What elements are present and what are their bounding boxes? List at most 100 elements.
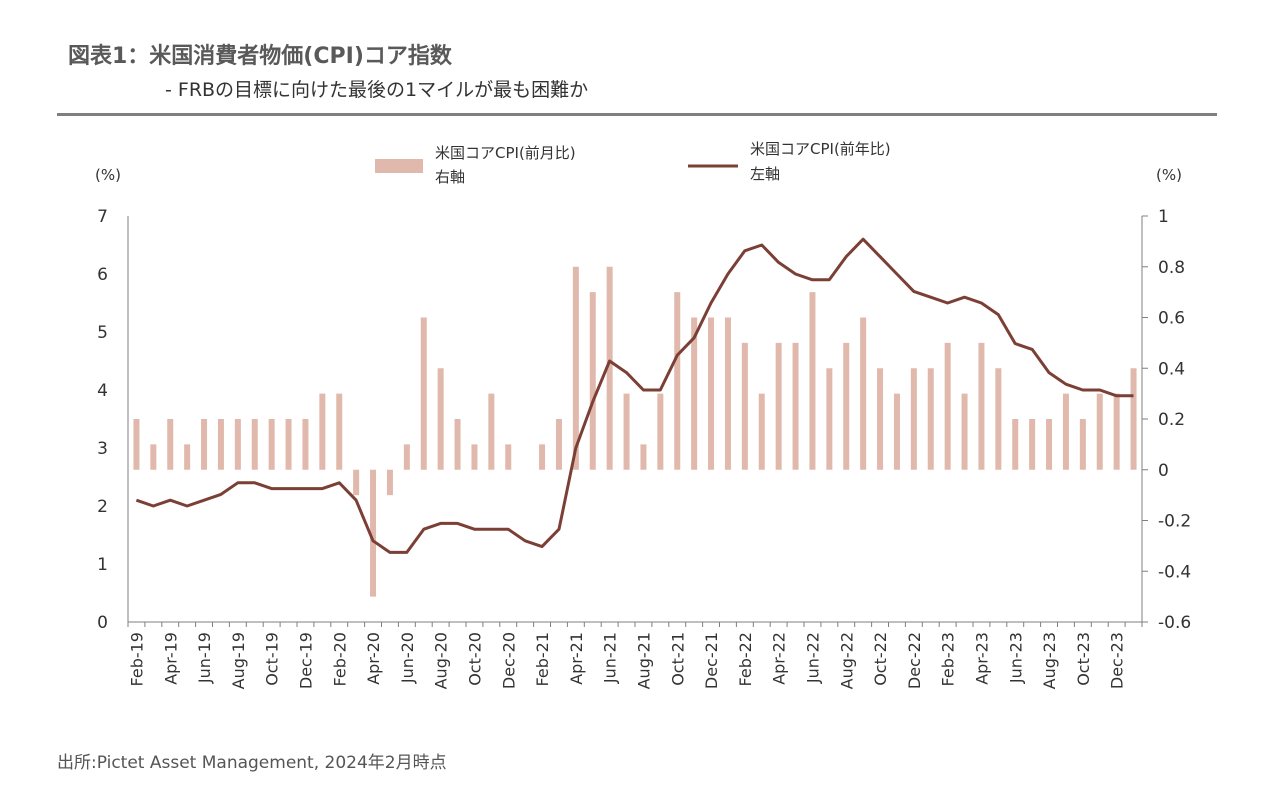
bar-Mar-20 bbox=[353, 469, 360, 496]
bar-Aug-22 bbox=[843, 342, 850, 470]
x-tick-label: Aug-23 bbox=[1040, 632, 1059, 689]
bar-Oct-22 bbox=[877, 368, 884, 470]
x-tick-label: Apr-19 bbox=[161, 632, 180, 685]
right-tick-label: 0.4 bbox=[1158, 359, 1185, 379]
left-tick-label: 2 bbox=[97, 497, 108, 517]
x-tick-label: Apr-23 bbox=[972, 632, 991, 685]
left-tick-label: 4 bbox=[97, 381, 108, 401]
bar-Dec-19 bbox=[302, 419, 309, 470]
bar-Oct-21 bbox=[674, 292, 681, 470]
bar-Jun-20 bbox=[403, 444, 410, 470]
x-tick-label: Aug-22 bbox=[837, 632, 856, 689]
bar-Jun-21 bbox=[606, 266, 613, 470]
bar-Aug-19 bbox=[234, 419, 241, 470]
bar-Aug-23 bbox=[1046, 419, 1053, 470]
x-tick-label: Apr-22 bbox=[770, 632, 789, 685]
x-tick-label: Jun-20 bbox=[398, 632, 417, 684]
bar-Dec-23 bbox=[1113, 393, 1120, 470]
bar-Mar-21 bbox=[555, 419, 562, 470]
bar-Sep-19 bbox=[251, 419, 258, 470]
bar-Jul-22 bbox=[826, 368, 833, 470]
x-tick-label: Jun-19 bbox=[195, 632, 214, 684]
bar-Jul-21 bbox=[623, 393, 630, 470]
bar-Feb-19 bbox=[133, 419, 140, 470]
title-divider bbox=[57, 113, 1217, 116]
right-tick-label: 0.6 bbox=[1158, 309, 1185, 329]
right-tick-label: -0.6 bbox=[1158, 613, 1191, 633]
bar-Oct-19 bbox=[268, 419, 275, 470]
left-axis: 0 1 2 3 4 5 6 7 bbox=[97, 207, 108, 633]
bar-Jul-20 bbox=[420, 317, 427, 470]
x-tick-label: Jun-22 bbox=[803, 632, 822, 684]
legend-bar-swatch bbox=[375, 159, 423, 173]
bar-Nov-19 bbox=[285, 419, 292, 470]
x-tick-label: Aug-20 bbox=[432, 632, 451, 689]
chart-title: 図表1：米国消費者物価(CPI)コア指数 bbox=[68, 44, 452, 69]
bar-May-22 bbox=[792, 342, 799, 470]
x-axis: Feb-19 Apr-19 Jun-19 Aug-19 Oct-19 Dec-19 Feb-… bbox=[127, 622, 1143, 689]
bar-Feb-20 bbox=[336, 393, 343, 470]
bar-Jan-24 bbox=[1130, 368, 1137, 470]
bar-Feb-23 bbox=[944, 342, 951, 470]
bar-May-23 bbox=[995, 368, 1002, 470]
bar-Mar-22 bbox=[758, 393, 765, 470]
bar-Nov-23 bbox=[1096, 393, 1103, 470]
x-tick-label: Dec-23 bbox=[1108, 632, 1127, 689]
x-tick-label: Oct-19 bbox=[263, 632, 282, 686]
legend: 米国コアCPI(前月比) 右軸 米国コアCPI(前年比) 左軸 bbox=[375, 140, 891, 186]
bar-Feb-22 bbox=[741, 342, 748, 470]
x-tick-label: Apr-20 bbox=[364, 632, 383, 685]
right-tick-label: -0.2 bbox=[1158, 512, 1191, 532]
right-axis-unit: (%) bbox=[1156, 166, 1182, 184]
bar-Dec-21 bbox=[708, 317, 715, 470]
x-tick-label: Oct-20 bbox=[465, 632, 484, 686]
x-tick-label: Apr-21 bbox=[567, 632, 586, 685]
bar-Apr-19 bbox=[167, 419, 174, 470]
right-tick-label: 0 bbox=[1158, 461, 1169, 481]
legend-bar-axis: 右軸 bbox=[435, 168, 465, 186]
bar-Apr-20 bbox=[370, 469, 377, 597]
bar-Mar-19 bbox=[150, 444, 157, 470]
right-tick-label: 0.8 bbox=[1158, 258, 1185, 278]
bar-Apr-21 bbox=[572, 266, 579, 470]
bar-Nov-22 bbox=[893, 393, 900, 470]
bar-Jun-19 bbox=[201, 419, 208, 470]
axis-lines bbox=[127, 216, 1143, 623]
x-tick-label: Aug-19 bbox=[229, 632, 248, 689]
right-tick-label: 0.2 bbox=[1158, 410, 1185, 430]
left-axis-unit: (%) bbox=[95, 166, 121, 184]
x-tick-label: Oct-23 bbox=[1074, 632, 1093, 686]
x-tick-label: Oct-22 bbox=[871, 632, 890, 686]
x-tick-label: Dec-21 bbox=[702, 632, 721, 689]
bar-Jun-23 bbox=[1012, 419, 1019, 470]
bar-Jan-20 bbox=[319, 393, 326, 470]
left-tick-label: 5 bbox=[97, 323, 108, 343]
bar-series bbox=[133, 266, 1137, 597]
x-tick-label: Dec-19 bbox=[296, 632, 315, 689]
bar-Sep-20 bbox=[454, 419, 461, 470]
line-series bbox=[135, 237, 1134, 554]
source-note: 出所:Pictet Asset Management, 2024年2月時点 bbox=[57, 753, 447, 773]
bar-Sep-22 bbox=[860, 317, 867, 470]
bar-Feb-21 bbox=[539, 444, 546, 470]
bar-Dec-20 bbox=[505, 444, 512, 470]
bar-Nov-20 bbox=[488, 393, 495, 470]
bar-Mar-23 bbox=[961, 393, 968, 470]
bar-Aug-21 bbox=[640, 444, 647, 470]
x-tick-label: Jun-23 bbox=[1006, 632, 1025, 684]
right-tick-label: -0.4 bbox=[1158, 562, 1191, 582]
x-tick-label: Dec-20 bbox=[499, 632, 518, 689]
x-tick-label: Feb-22 bbox=[736, 632, 755, 686]
right-axis: -0.6 -0.4 -0.2 0 0.2 0.4 0.6 0.8 1 bbox=[1142, 207, 1191, 633]
bar-Oct-23 bbox=[1079, 419, 1086, 470]
bar-Jun-22 bbox=[809, 292, 816, 470]
bar-Jan-22 bbox=[724, 317, 731, 470]
left-tick-label: 1 bbox=[97, 555, 108, 575]
left-tick-label: 3 bbox=[97, 439, 108, 459]
x-tick-label: Feb-21 bbox=[533, 632, 552, 686]
bar-Jul-19 bbox=[217, 419, 224, 470]
x-tick-label: Feb-20 bbox=[330, 632, 349, 686]
x-tick-label: Feb-19 bbox=[127, 632, 146, 686]
bar-Apr-23 bbox=[978, 342, 985, 470]
